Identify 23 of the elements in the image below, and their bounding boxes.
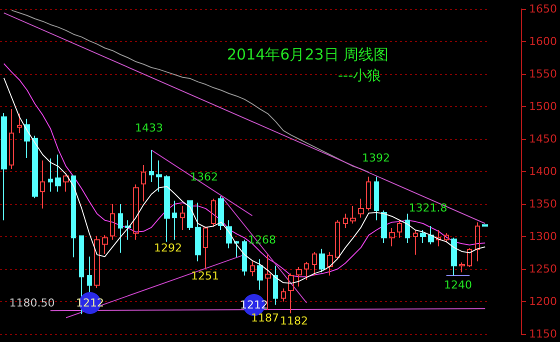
y-tick-label: 1200 bbox=[529, 295, 558, 308]
annotation: 1182 bbox=[280, 314, 308, 328]
y-tick-label: 1150 bbox=[529, 328, 558, 340]
y-tick-label: 1250 bbox=[529, 262, 558, 276]
y-tick-label: 1400 bbox=[529, 165, 558, 178]
annotation: 1321.8 bbox=[408, 202, 448, 214]
annotation: 1433 bbox=[135, 122, 163, 134]
y-tick-label: 1550 bbox=[529, 68, 558, 80]
y-tick-label: 1500 bbox=[529, 100, 558, 113]
y-tick-label: 1300 bbox=[529, 230, 558, 243]
y-tick-label: 1650 bbox=[529, 2, 558, 16]
annotation: 1187 bbox=[251, 312, 279, 324]
annotation: 1362 bbox=[190, 170, 218, 184]
annotation: 1240 bbox=[444, 278, 472, 292]
text: 2014年6月23日 周线图 bbox=[227, 46, 389, 64]
text: ---小狼 bbox=[338, 68, 382, 84]
annotation: 1392 bbox=[362, 152, 390, 164]
y-tick-label: 1450 bbox=[529, 132, 558, 146]
annotation: 1292 bbox=[154, 242, 182, 254]
annotation: 1180.50 bbox=[9, 296, 55, 310]
annotation: 1251 bbox=[191, 270, 219, 282]
y-tick-label: 1350 bbox=[529, 198, 558, 210]
y-tick-label: 1600 bbox=[529, 35, 558, 48]
